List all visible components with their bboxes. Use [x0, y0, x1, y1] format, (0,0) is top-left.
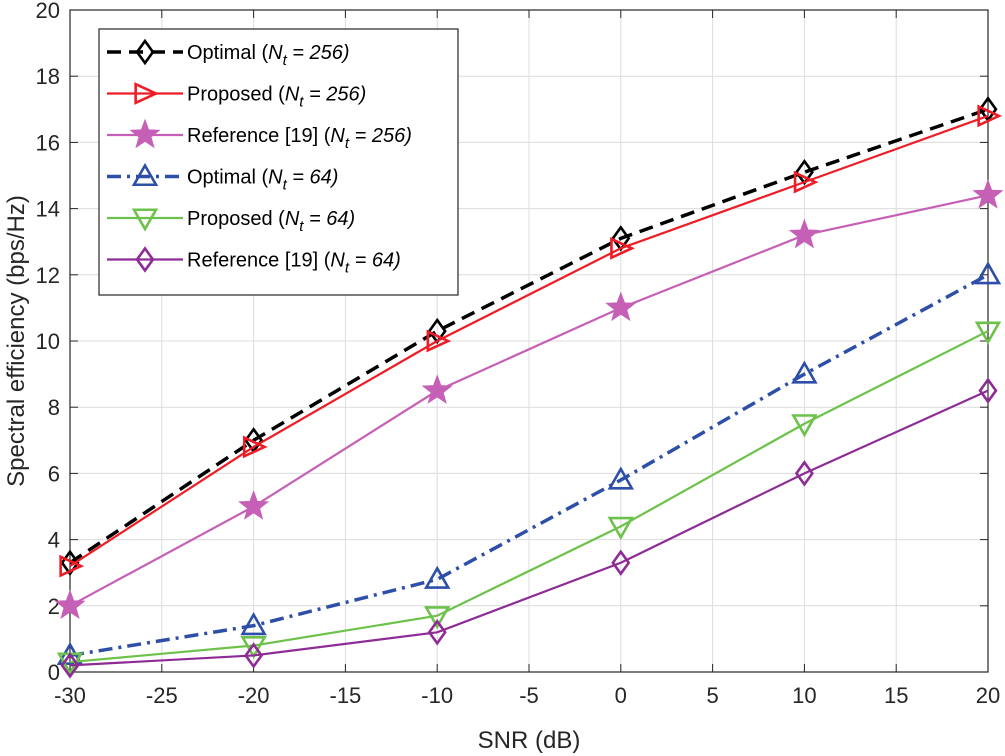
x-tick-label: 5 — [706, 683, 718, 708]
data-point — [421, 374, 453, 404]
legend-label: Optimal (Nt = 64) — [187, 167, 338, 194]
legend-marker — [135, 246, 155, 273]
series-5 — [56, 321, 1002, 676]
series-line — [69, 194, 989, 607]
data-point — [605, 291, 637, 322]
x-tick-label: 0 — [615, 683, 627, 708]
series-line — [69, 107, 989, 565]
data-point — [240, 612, 267, 636]
y-tick-label: 16 — [36, 130, 60, 155]
data-point — [794, 460, 814, 487]
y-axis-label: Spectral efficiency (bps/Hz) — [3, 195, 30, 487]
x-tick-label: 10 — [792, 683, 816, 708]
data-point — [607, 466, 635, 490]
data-point — [423, 565, 451, 589]
legend: Optimal (Nt = 256) Proposed (Nt = 256) Ref… — [98, 28, 459, 296]
data-point — [974, 261, 1002, 285]
data-point — [611, 549, 631, 576]
legend-marker — [134, 82, 160, 105]
data-point — [610, 236, 635, 260]
series-6 — [60, 377, 998, 679]
data-point — [59, 554, 85, 578]
data-point — [60, 652, 80, 679]
x-tick-label: 20 — [976, 683, 1000, 708]
legend-box — [98, 28, 459, 296]
data-point — [793, 170, 819, 194]
x-tick-label: -30 — [54, 683, 86, 708]
y-tick-label: 12 — [36, 263, 60, 288]
data-point — [607, 516, 635, 540]
data-point — [240, 635, 267, 660]
data-point — [423, 606, 451, 630]
x-tick-label: -25 — [146, 683, 178, 708]
series-layer — [54, 96, 1004, 679]
series-line — [69, 114, 989, 568]
x-tick-label: -15 — [330, 683, 362, 708]
legend-label: Proposed (Nt = 256) — [187, 84, 366, 111]
data-point — [974, 321, 1002, 345]
x-axis-label: SNR (dB) — [478, 727, 581, 754]
data-point — [791, 414, 818, 438]
y-tick-label: 8 — [48, 395, 60, 420]
legend-marker — [129, 118, 161, 149]
legend-label: Reference [19] (Nt = 256) — [187, 125, 412, 152]
data-point — [791, 360, 818, 384]
data-point — [978, 377, 998, 404]
legend-label: Reference [19] (Nt = 64) — [187, 250, 401, 277]
x-tick-label: 15 — [884, 683, 908, 708]
y-tick-label: 2 — [48, 594, 60, 619]
legend-marker — [131, 208, 159, 232]
series-line — [69, 330, 989, 664]
y-tick-label: 6 — [48, 461, 60, 486]
y-tick-label: 10 — [36, 329, 60, 354]
data-point — [238, 490, 270, 520]
y-tick-label: 0 — [48, 660, 60, 685]
data-point — [972, 178, 1004, 209]
data-point — [244, 642, 264, 669]
legend-label: Proposed (Nt = 64) — [187, 208, 355, 235]
series-3 — [54, 178, 1004, 620]
legend-label: Optimal (Nt = 256) — [187, 42, 350, 69]
x-tick-label: -5 — [519, 683, 539, 708]
y-tick-label: 14 — [36, 197, 60, 222]
series-2 — [59, 104, 1003, 578]
y-tick-label: 4 — [48, 528, 60, 553]
y-tick-label: 20 — [36, 0, 60, 23]
axis-ticks: -30 -25 -20 -15 -10 -5 0 5 10 15 20 0 2 4 6 8 10 12 14 16 18… — [36, 0, 1001, 708]
legend-marker — [135, 38, 155, 66]
y-tick-label: 18 — [36, 64, 60, 89]
data-point — [426, 329, 452, 353]
data-point — [242, 435, 268, 459]
x-tick-label: -10 — [421, 683, 453, 708]
series-line — [69, 273, 989, 658]
data-point — [54, 589, 86, 620]
data-point — [977, 104, 1003, 128]
series-line — [69, 389, 989, 667]
data-point — [788, 218, 820, 249]
x-tick-label: -20 — [238, 683, 270, 708]
legend-marker — [131, 162, 159, 187]
data-point — [427, 619, 447, 646]
